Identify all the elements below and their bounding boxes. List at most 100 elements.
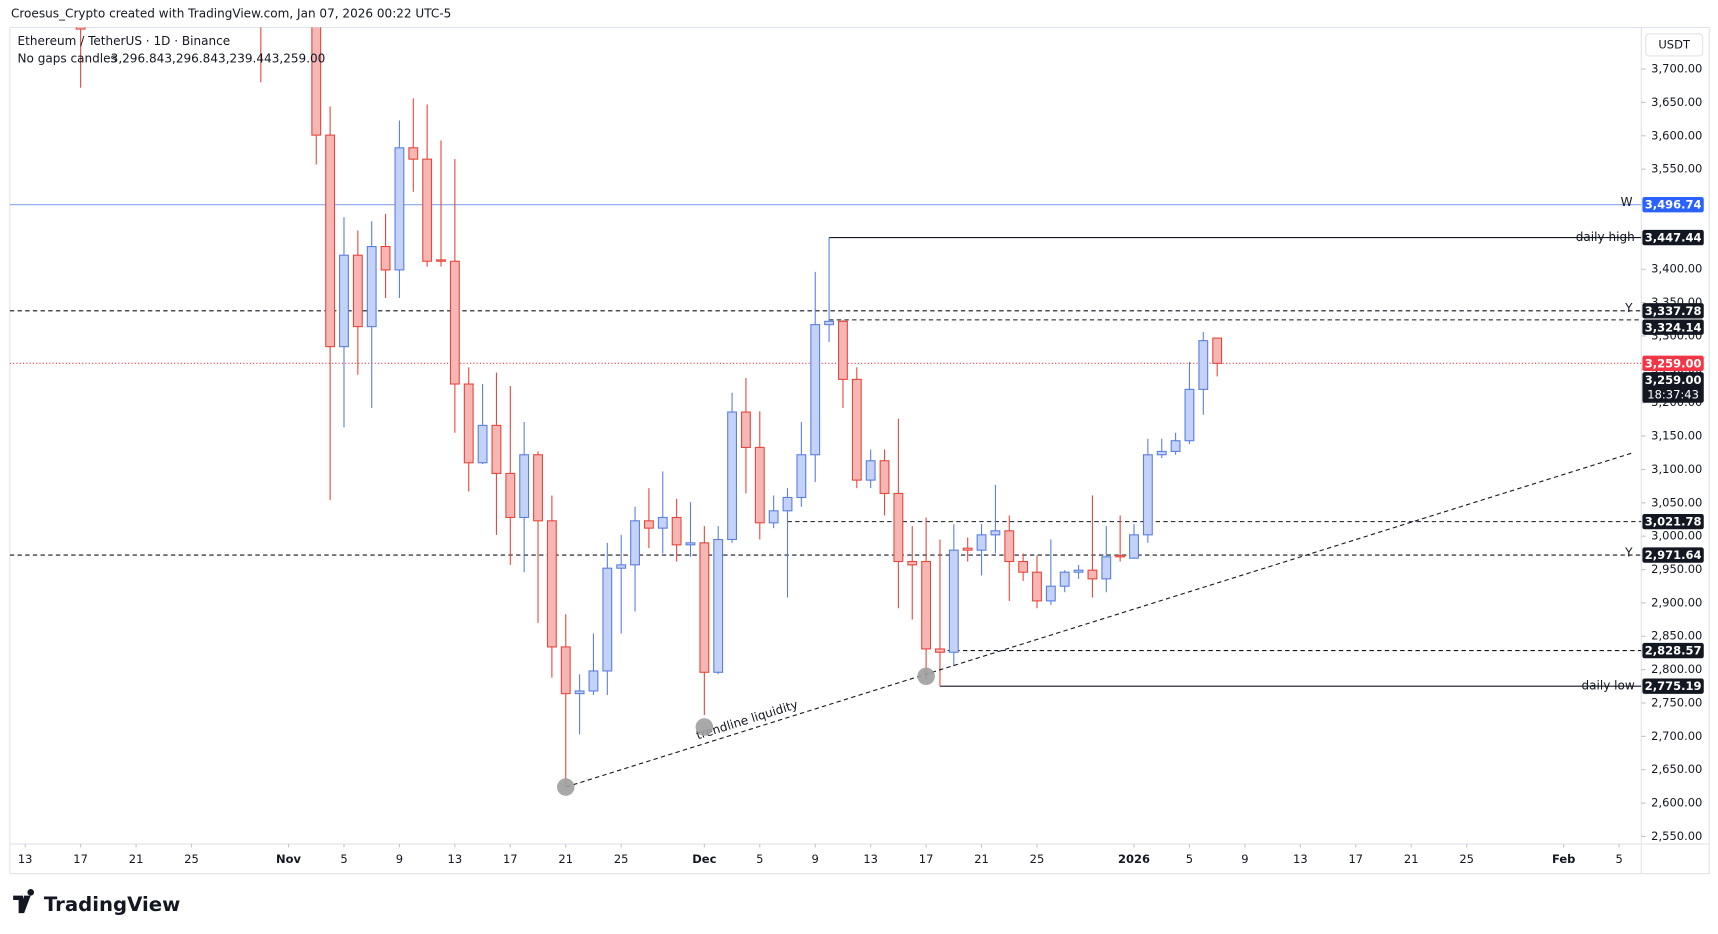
candle-body xyxy=(449,260,460,385)
x-tick-label: 13 xyxy=(448,852,463,866)
y-tick-label: 3,550.00 xyxy=(1651,162,1702,176)
candle-body xyxy=(1212,337,1223,364)
level-text: daily low xyxy=(1581,679,1634,693)
x-tick-label: 25 xyxy=(184,852,199,866)
candle-body xyxy=(408,147,419,160)
logo: TradingView xyxy=(13,889,180,916)
brand: TradingView xyxy=(44,893,181,916)
candle-body xyxy=(574,690,585,695)
price-tag xyxy=(1642,319,1704,335)
candle-body xyxy=(366,246,377,328)
candle-body xyxy=(976,534,987,551)
ohlc-value: 3,259.00 xyxy=(272,52,326,66)
x-tick-label: 25 xyxy=(614,852,629,866)
candle-body xyxy=(325,134,336,348)
candle-body xyxy=(616,564,627,569)
candle-body xyxy=(935,648,945,653)
candle-body xyxy=(893,492,904,563)
x-tick-label: 5 xyxy=(1615,852,1622,866)
price-tag-label: 3,259.00 xyxy=(1645,373,1702,387)
touch-point xyxy=(917,667,935,686)
x-tick-label: 25 xyxy=(1459,852,1474,866)
price-tag xyxy=(1642,642,1704,659)
level-marker: Y xyxy=(1624,301,1633,315)
candle-body xyxy=(727,411,737,541)
candle-body xyxy=(824,320,835,326)
candle-body xyxy=(1115,554,1126,558)
price-tag-label: 3,324.14 xyxy=(1645,320,1702,334)
y-tick-label: 3,600.00 xyxy=(1651,128,1702,142)
candle-body xyxy=(1032,571,1042,602)
candle-body xyxy=(75,27,86,30)
candle-body xyxy=(921,560,932,650)
candle-body xyxy=(643,520,654,529)
x-tick-label: 9 xyxy=(812,852,819,866)
candle-body xyxy=(588,670,599,692)
x-tick-label: 17 xyxy=(503,852,518,866)
y-tick-label: 2,600.00 xyxy=(1651,796,1702,810)
candle-body xyxy=(1059,571,1070,587)
candle-body xyxy=(560,646,571,695)
x-tick-label: 21 xyxy=(974,852,989,866)
candle-body xyxy=(1142,454,1153,536)
y-tick-label: 2,800.00 xyxy=(1651,662,1702,676)
candle-body xyxy=(1129,534,1139,559)
currency: USDT xyxy=(1658,37,1691,51)
candle-body xyxy=(810,324,821,456)
x-tick-label: 17 xyxy=(919,852,934,866)
candle-body xyxy=(491,424,502,474)
x-tick-label: 25 xyxy=(1030,852,1045,866)
y-tick-label: 3,050.00 xyxy=(1651,495,1702,509)
x-tick-label: 17 xyxy=(1348,852,1363,866)
candle-body xyxy=(352,254,363,328)
x-tick-label: 9 xyxy=(1241,852,1248,866)
x-tick-label: 5 xyxy=(1186,852,1193,866)
price-tag xyxy=(1642,513,1704,530)
x-tick-label: 13 xyxy=(18,852,33,866)
price-tag-label: 2,775.19 xyxy=(1645,679,1702,693)
y-tick-label: 2,850.00 xyxy=(1651,629,1702,643)
price-tag-label: 3,496.74 xyxy=(1645,198,1702,212)
x-tick-label: 13 xyxy=(1293,852,1308,866)
ohlc-value: 3,296.84 xyxy=(111,52,165,66)
y-tick-label: 2,700.00 xyxy=(1651,729,1702,743)
countdown-time: 18:37:43 xyxy=(1647,388,1699,402)
candle-body xyxy=(1198,340,1209,390)
candle-body xyxy=(1073,569,1084,573)
price-tag-label: 3,021.78 xyxy=(1645,515,1702,529)
x-tick-label: 21 xyxy=(1404,852,1419,866)
x-tick-label: 2026 xyxy=(1118,852,1150,866)
candle-body xyxy=(740,411,751,448)
candle-body xyxy=(463,383,474,464)
x-tick-label: 21 xyxy=(558,852,573,866)
candle-body xyxy=(1170,440,1181,452)
candle-body xyxy=(1101,556,1112,580)
candle-body xyxy=(339,254,349,348)
candle-mode: No gaps candles xyxy=(18,52,117,66)
candle-body xyxy=(671,516,682,546)
candle-body xyxy=(422,158,433,262)
y-tick-label: 2,900.00 xyxy=(1651,595,1702,609)
level-marker: Y xyxy=(1624,545,1633,559)
price-tag xyxy=(1642,678,1704,694)
price-tag-label: 3,337.78 xyxy=(1645,304,1702,318)
currency-box[interactable] xyxy=(1645,33,1704,57)
x-tick-label: 5 xyxy=(756,852,763,866)
price-tag xyxy=(1642,355,1704,372)
touch-point xyxy=(695,718,714,736)
y-tick-label: 2,950.00 xyxy=(1651,562,1702,576)
price-tag xyxy=(1642,197,1704,213)
candle-body xyxy=(796,454,807,499)
x-tick-label: 21 xyxy=(129,852,144,866)
price-tag-label: 3,447.44 xyxy=(1645,231,1702,245)
candle-body xyxy=(713,538,724,673)
trendline xyxy=(565,452,1634,788)
y-tick-label: 3,100.00 xyxy=(1651,462,1702,476)
price-tag-label: 3,259.00 xyxy=(1645,356,1702,370)
y-tick-label: 2,550.00 xyxy=(1651,829,1702,843)
x-tick-label: Feb xyxy=(1552,852,1575,866)
level-marker: W xyxy=(1621,195,1633,209)
